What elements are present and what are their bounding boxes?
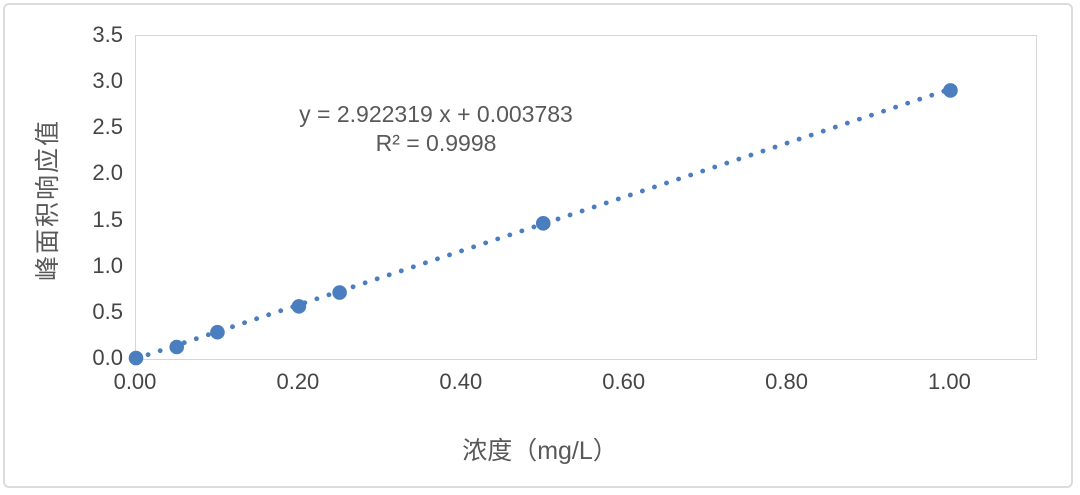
plot-area: y = 2.922319 x + 0.003783 R² = 0.9998 (128, 35, 1037, 366)
y-tick-label: 3.5 (92, 22, 123, 47)
trendline-annotation: y = 2.922319 x + 0.003783 R² = 0.9998 (299, 100, 573, 158)
data-point (210, 324, 225, 340)
scatter-plot (128, 83, 958, 366)
data-point (943, 83, 958, 98)
x-tick-label: 0.20 (276, 369, 320, 394)
y-tick-label: 0.5 (92, 298, 123, 324)
x-axis-title: 浓度（mg/L） (462, 437, 618, 465)
y-tick-label: 1.5 (92, 206, 123, 232)
y-tick-label: 2.0 (92, 160, 123, 186)
data-point (332, 285, 347, 300)
x-tick-label: 0.60 (602, 369, 646, 394)
trendline-equation: y = 2.922319 x + 0.003783 (299, 101, 573, 127)
trendline-r-squared: R² = 0.9998 (375, 130, 497, 156)
y-tick-label: 2.5 (92, 114, 123, 140)
data-point (535, 216, 551, 231)
y-axis-tick-labels: 0.0 0.5 1.0 1.5 2.0 2.5 3.0 3.5 (0, 0, 123, 495)
data-point (128, 350, 144, 366)
data-point (291, 299, 307, 314)
x-tick-label: 0.00 (113, 369, 157, 394)
x-tick-label: 0.80 (765, 369, 808, 394)
y-tick-label: 3.0 (92, 68, 123, 94)
y-axis-title: 峰面积响应值 (34, 118, 62, 282)
data-point (169, 339, 185, 355)
y-tick-label: 1.0 (92, 252, 123, 278)
y-tick-label: 0.0 (92, 345, 123, 370)
x-tick-label: 1.00 (928, 369, 971, 394)
x-tick-label: 0.40 (439, 369, 483, 394)
